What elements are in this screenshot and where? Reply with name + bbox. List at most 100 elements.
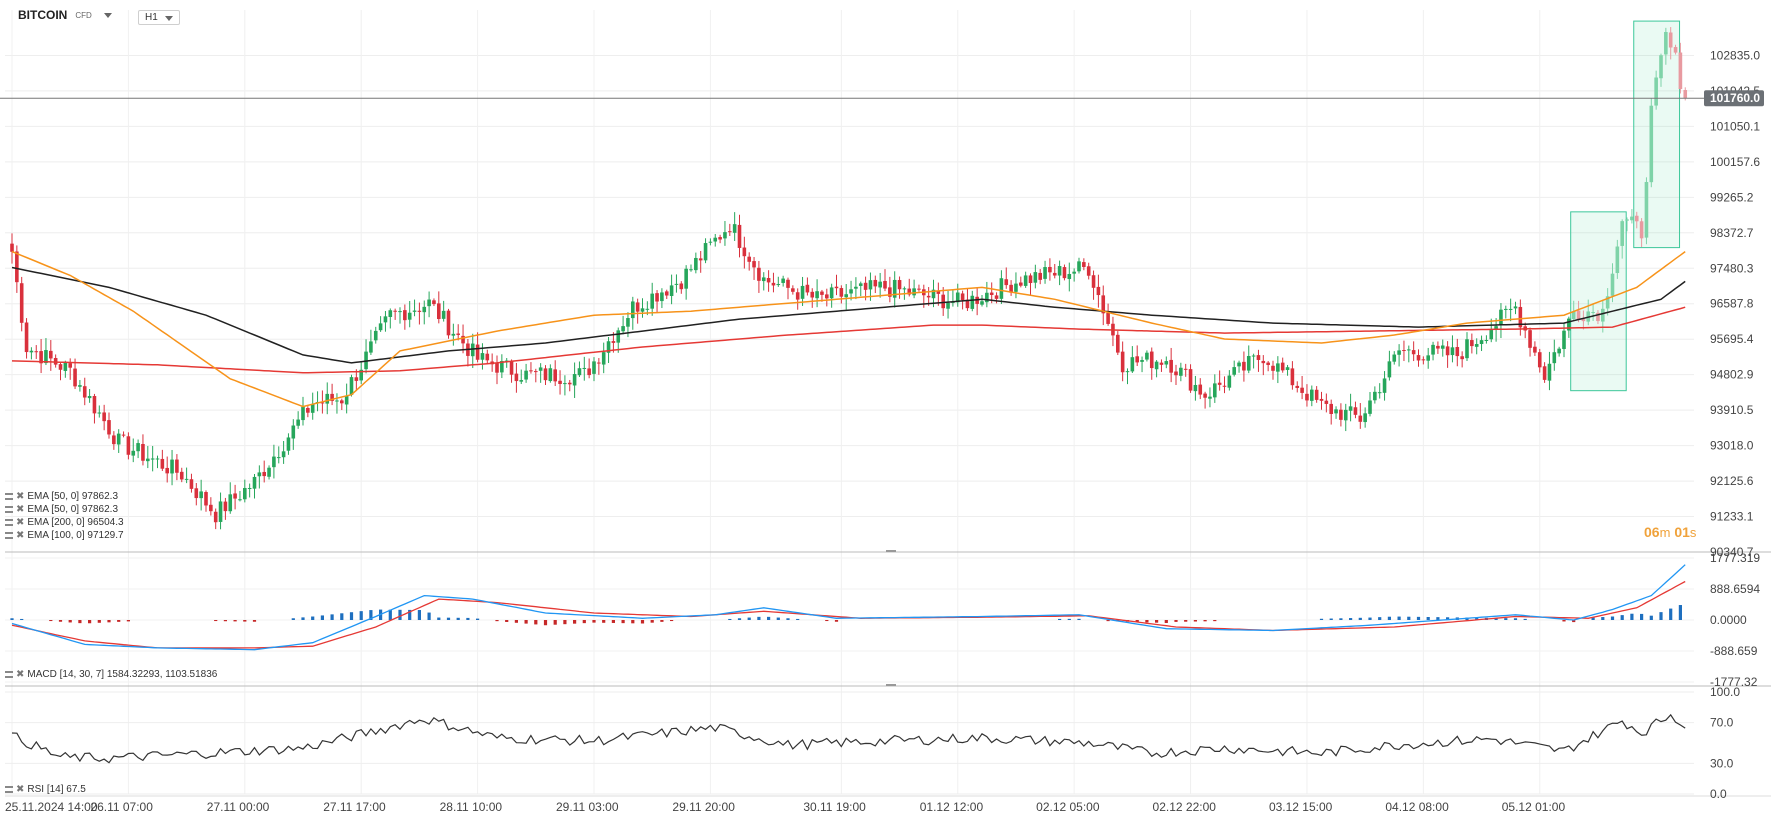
candle xyxy=(679,281,684,294)
candle xyxy=(233,484,237,510)
macd-hist-bar xyxy=(78,620,82,624)
remove-indicator-icon[interactable]: ✖ xyxy=(16,517,25,528)
candle xyxy=(1416,349,1421,367)
macd-hist-bar xyxy=(88,620,92,624)
macd-hist-bar xyxy=(602,620,606,623)
candle xyxy=(519,369,524,385)
candle xyxy=(131,438,136,463)
candle-body xyxy=(325,393,330,404)
indicator-settings-icon[interactable] xyxy=(5,532,13,539)
macd-hist-bar xyxy=(1572,620,1576,623)
indicator-settings-icon[interactable] xyxy=(5,519,13,526)
remove-indicator-icon[interactable]: ✖ xyxy=(16,491,25,502)
candle-body xyxy=(1251,355,1256,357)
candle-body xyxy=(538,367,543,371)
candle-body xyxy=(257,472,262,477)
candle-body xyxy=(1644,181,1649,238)
candle-body xyxy=(301,406,305,421)
symbol-chevron-down-icon[interactable] xyxy=(103,12,112,18)
macd-tick-label: 0.0000 xyxy=(1710,613,1747,627)
candle xyxy=(437,291,441,324)
candle xyxy=(1203,391,1207,409)
candle xyxy=(58,362,63,381)
macd-hist-bar xyxy=(834,620,839,622)
candle xyxy=(1557,346,1561,357)
candle-body xyxy=(126,436,131,455)
candle xyxy=(1232,360,1236,377)
candle-body xyxy=(1528,330,1532,348)
candle-body xyxy=(1431,344,1435,355)
timeframe-select[interactable]: H1 xyxy=(138,10,180,25)
candle-body xyxy=(529,370,533,372)
remove-indicator-icon[interactable]: ✖ xyxy=(16,669,25,680)
candle xyxy=(485,349,490,364)
candle-body xyxy=(1179,367,1183,376)
candle xyxy=(262,460,266,483)
candle xyxy=(931,279,936,308)
remove-indicator-icon[interactable]: ✖ xyxy=(16,784,25,795)
candle-body xyxy=(839,288,844,297)
candle-body xyxy=(272,456,276,468)
candle-body xyxy=(417,310,422,312)
candle xyxy=(1368,392,1372,417)
candle-body xyxy=(936,290,941,294)
indicator-settings-icon[interactable] xyxy=(5,671,13,678)
candle-body xyxy=(509,361,514,375)
macd-tick-label: -888.659 xyxy=(1710,644,1758,658)
indicator-settings-icon[interactable] xyxy=(5,493,13,500)
candle-body xyxy=(577,368,582,376)
time-axis-label: 26.11 07:00 xyxy=(90,800,153,814)
candle xyxy=(621,315,625,335)
candle xyxy=(1019,276,1023,288)
candle-body xyxy=(213,511,218,523)
macd-hist-bar xyxy=(223,620,227,622)
macd-hist-bar xyxy=(621,620,625,624)
candle-body xyxy=(902,288,907,290)
candle-body xyxy=(931,289,936,299)
macd-hist-bar xyxy=(1368,617,1372,620)
legend-row-ema-1[interactable]: ✖ EMA [50, 0] 97862.3 xyxy=(5,490,124,503)
candle-body xyxy=(1266,362,1270,365)
timeframe-chevron-down-icon[interactable] xyxy=(165,16,173,21)
macd-hist-bar xyxy=(573,620,577,624)
legend-row-ema-3[interactable]: ✖ EMA [200, 0] 96504.3 xyxy=(5,516,124,529)
candle xyxy=(422,300,427,325)
candle xyxy=(1353,401,1358,419)
macd-hist-bar xyxy=(534,620,538,625)
candle-body xyxy=(39,351,43,364)
candle-body xyxy=(883,280,887,289)
candle xyxy=(252,474,257,499)
legend-row-ema-4[interactable]: ✖ EMA [100, 0] 97129.7 xyxy=(5,529,124,542)
candle-body xyxy=(703,243,708,261)
indicator-settings-icon[interactable] xyxy=(5,786,13,793)
candle xyxy=(718,234,722,244)
macd-hist-bar xyxy=(214,620,218,622)
macd-hist-bar xyxy=(728,618,732,620)
candle xyxy=(926,287,931,306)
candle xyxy=(587,358,591,379)
candle xyxy=(1208,387,1212,408)
candle xyxy=(960,290,965,310)
candle xyxy=(572,362,577,398)
ema-200-line xyxy=(11,306,1686,374)
candle-body xyxy=(58,364,63,370)
remove-indicator-icon[interactable]: ✖ xyxy=(16,530,25,541)
macd-hist-bar xyxy=(786,618,790,620)
candle-body xyxy=(1649,105,1654,183)
indicator-settings-icon[interactable] xyxy=(5,506,13,513)
macd-hist-bar xyxy=(97,620,101,623)
remove-indicator-icon[interactable]: ✖ xyxy=(16,504,25,515)
ema-100-line xyxy=(11,266,1686,364)
candle xyxy=(883,269,887,292)
symbol-name[interactable]: BITCOIN xyxy=(18,8,68,22)
candle xyxy=(1358,403,1363,429)
candle-body xyxy=(970,295,975,309)
macd-hist-bar xyxy=(1106,620,1110,622)
candle-body xyxy=(34,351,39,353)
candle xyxy=(1664,27,1668,65)
legend-row-ema-2[interactable]: ✖ EMA [50, 0] 97862.3 xyxy=(5,503,124,516)
candle-body xyxy=(1319,398,1324,401)
candle xyxy=(204,490,208,512)
pattern-highlight-box xyxy=(1633,20,1681,249)
